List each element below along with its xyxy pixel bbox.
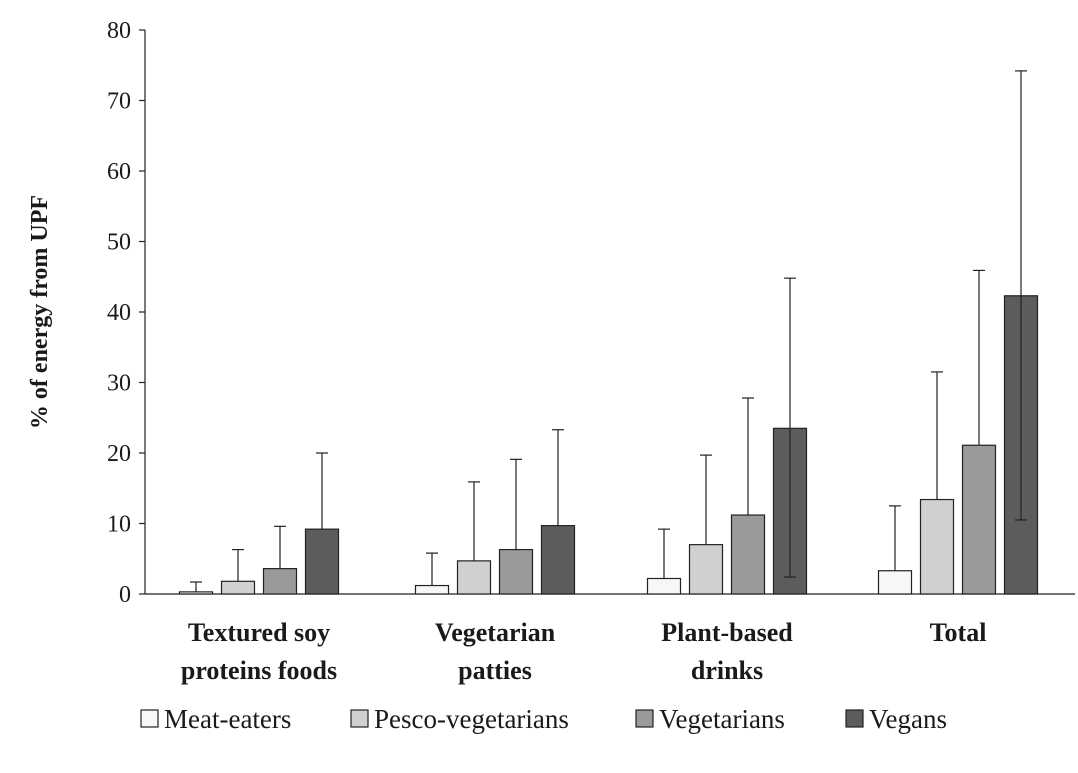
x-tick-label: drinks — [691, 656, 763, 685]
y-axis-title: % of energy from UPF — [27, 195, 53, 429]
y-tick-label: 0 — [119, 582, 131, 608]
y-tick-label: 60 — [107, 159, 131, 185]
bar — [304, 528, 340, 595]
bar — [877, 570, 913, 595]
y-tick-label: 30 — [107, 371, 131, 397]
bar — [688, 544, 724, 595]
bar — [646, 577, 682, 595]
y-tick-label: 40 — [107, 300, 131, 326]
bar — [540, 525, 576, 595]
y-tick-label: 50 — [107, 230, 131, 256]
x-tick-label: Total — [930, 618, 987, 647]
bar — [919, 498, 955, 595]
bar — [178, 591, 214, 595]
y-tick-label: 20 — [107, 441, 131, 467]
x-tick-label: patties — [458, 656, 532, 685]
x-tick-label: proteins foods — [181, 656, 337, 685]
bar — [498, 548, 534, 595]
legend-label: Vegans — [869, 704, 947, 734]
legend-label: Pesco-vegetarians — [374, 704, 569, 734]
legend-label: Meat-eaters — [164, 704, 291, 734]
legend-swatch — [845, 709, 864, 728]
bar — [961, 444, 997, 595]
legend-swatch — [140, 709, 159, 728]
bar — [730, 514, 766, 595]
bar — [220, 580, 256, 595]
y-tick-label: 80 — [107, 18, 131, 44]
y-tick-label: 70 — [107, 89, 131, 115]
x-tick-label: Textured soy — [188, 618, 330, 647]
x-tick-label: Vegetarian — [435, 618, 556, 647]
y-tick-label: 10 — [107, 512, 131, 538]
bar — [414, 584, 450, 595]
bar — [456, 560, 492, 595]
bar — [262, 568, 298, 595]
legend-label: Vegetarians — [659, 704, 785, 734]
legend-swatch — [635, 709, 654, 728]
legend-swatch — [350, 709, 369, 728]
x-tick-label: Plant-based — [661, 618, 793, 647]
